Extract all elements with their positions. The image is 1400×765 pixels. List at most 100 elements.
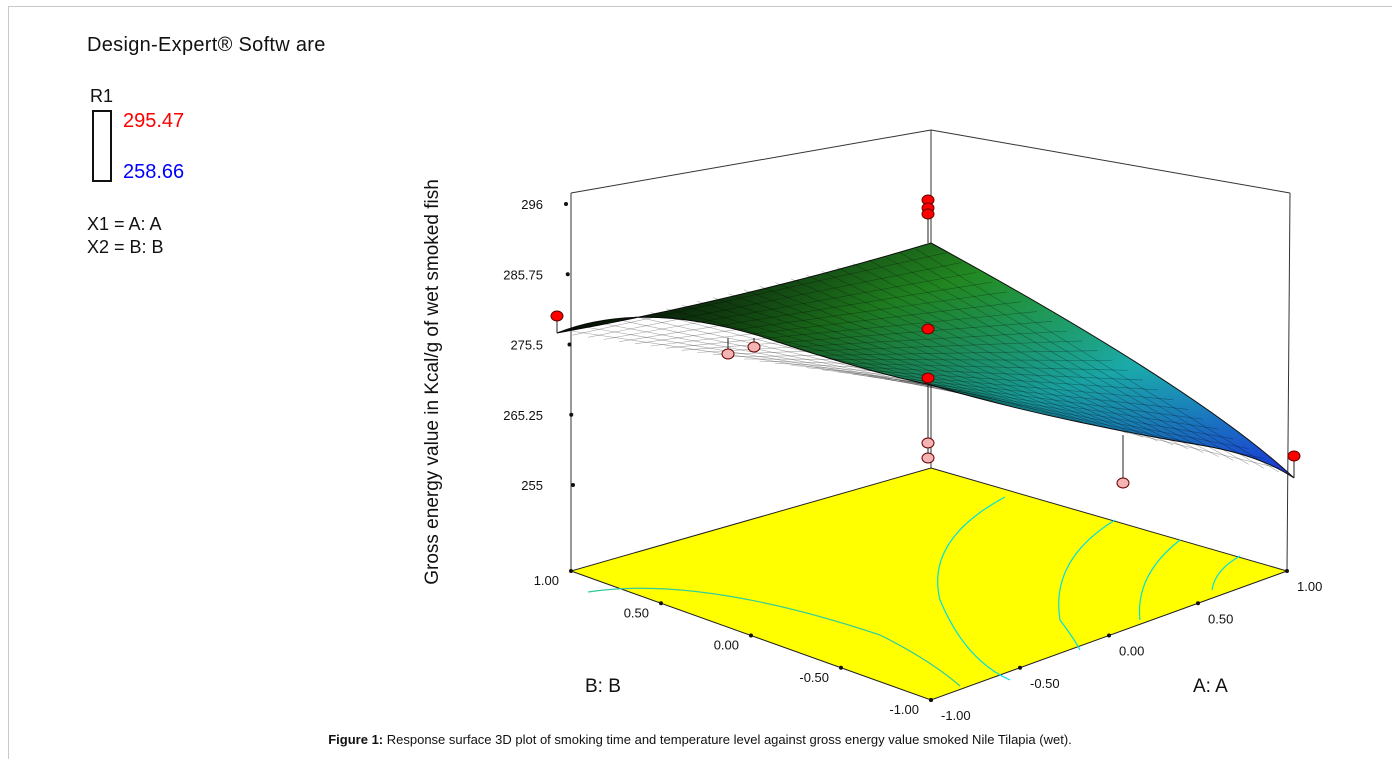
surface-mesh-line (681, 304, 1053, 415)
contour-line (1211, 555, 1241, 591)
surface-mesh-line (588, 262, 962, 338)
x-tick-label: 0.00 (1119, 644, 1144, 659)
floor-plane (569, 467, 1289, 701)
x-tick-mark (1196, 601, 1200, 606)
surface-mesh-line (603, 272, 977, 340)
surface-mesh-line (899, 252, 1264, 469)
y-tick-label: -1.00 (889, 702, 919, 717)
design-point (550, 310, 564, 322)
surface-mesh-line (868, 259, 1234, 461)
surface-mesh-line (806, 367, 1174, 400)
surface-mesh-line (743, 358, 1113, 361)
surface-mesh-line (572, 252, 947, 336)
legend-low-value: 258.66 (123, 161, 185, 183)
x-tick-label: 0.50 (1208, 611, 1233, 626)
z-tick-label: 285.75 (503, 267, 543, 282)
caption-label: Figure 1: (328, 732, 384, 747)
design-point (747, 341, 761, 353)
contour-line (1138, 539, 1181, 621)
surface-mesh-line (884, 378, 1249, 449)
surface-mesh-line (588, 327, 962, 392)
software-title: Design-Expert® Softw are (87, 34, 326, 56)
surface-mesh-line (697, 300, 1068, 419)
design-point (921, 437, 935, 449)
contour-line (1058, 519, 1116, 651)
surface-mesh-line (759, 360, 1128, 371)
design-point (1287, 450, 1301, 462)
z-tick-label: 265.25 (503, 408, 543, 423)
x-tick-mark (1285, 569, 1289, 573)
caption-text: Response surface 3D plot of smoking time… (383, 732, 1072, 747)
surface-mesh-line (712, 297, 1083, 423)
z-tick-label: 275.5 (510, 338, 543, 353)
box-edge-top-right (930, 129, 1291, 194)
x-tick-mark (1018, 665, 1022, 670)
design-point (921, 208, 935, 220)
design-point (921, 452, 935, 464)
design-point (721, 348, 735, 360)
surface-mesh-line (681, 321, 1053, 351)
z-tick-mark (565, 272, 570, 277)
z-axis-label: Gross energy value in Kcal/g of wet smok… (422, 179, 443, 585)
surface-mesh-line (806, 274, 1174, 446)
y-tick-label: 1.00 (534, 573, 559, 588)
factor-x1: X1 = A: A (87, 214, 162, 234)
surface-mesh-line (728, 350, 1098, 358)
surface-mesh-line (634, 291, 1007, 345)
design-point (1116, 477, 1130, 489)
y-axis-label: B: B (585, 676, 621, 697)
box-edge-top-left (570, 129, 932, 194)
z-tick-mark (569, 412, 574, 417)
surface-mesh-line (821, 270, 1189, 450)
y-tick-mark (569, 569, 573, 573)
x-tick-mark (1107, 633, 1111, 638)
figure-caption: Figure 1: Response surface 3D plot of sm… (0, 732, 1400, 747)
surface-mesh-line (619, 281, 992, 342)
y-tick-mark (749, 633, 753, 638)
y-tick-label: 0.50 (624, 605, 649, 620)
surface-mesh-line (884, 255, 1249, 465)
y-tick-mark (839, 665, 843, 670)
y-tick-mark (659, 601, 663, 606)
box-edge-right (1286, 192, 1291, 572)
surface-mesh-line (775, 363, 1143, 381)
surface-mesh-line (650, 312, 1022, 407)
z-tick-label: 255 (521, 478, 543, 493)
z-tick-label: 296 (521, 197, 543, 212)
x-axis-label: A: A (1193, 676, 1228, 697)
surface-mesh-line (899, 380, 1264, 459)
z-tick-mark (564, 202, 568, 206)
legend-color-box (92, 110, 112, 182)
legend-response-name: R1 (90, 86, 114, 106)
y-tick-label: -0.50 (799, 670, 829, 685)
surface-mesh-line (790, 365, 1158, 391)
x-tick-label: -0.50 (1030, 676, 1060, 691)
design-point (921, 323, 935, 335)
x-tick-label: 1.00 (1297, 579, 1322, 594)
contour-line (587, 587, 961, 687)
x-tick-label: -1.00 (941, 708, 971, 723)
surface-mesh-line (915, 382, 1279, 469)
surface-mesh-line (853, 373, 1219, 430)
surface-mesh-line (650, 301, 1022, 347)
surface-mesh-line (821, 369, 1189, 410)
surface-mesh-line (868, 376, 1234, 440)
figure-frame (8, 6, 1392, 759)
surface-mesh-line (837, 267, 1204, 454)
surface-mesh-line (603, 323, 977, 395)
surface-mesh-line (790, 278, 1158, 442)
y-tick-label: 0.00 (714, 638, 739, 653)
surface-mesh-line (759, 285, 1128, 434)
z-tick-mark (567, 342, 572, 347)
surface-shading (557, 243, 1294, 478)
surface-mesh-line (728, 293, 1098, 426)
surface-mesh-line (634, 315, 1007, 403)
surface-mesh-line (712, 340, 1083, 355)
z-tick-mark (571, 483, 575, 487)
surface-mesh-line (666, 308, 1037, 411)
surface-mesh-line (915, 248, 1280, 473)
legend-high-value: 295.47 (123, 110, 185, 132)
surface-mesh-line (837, 371, 1204, 420)
